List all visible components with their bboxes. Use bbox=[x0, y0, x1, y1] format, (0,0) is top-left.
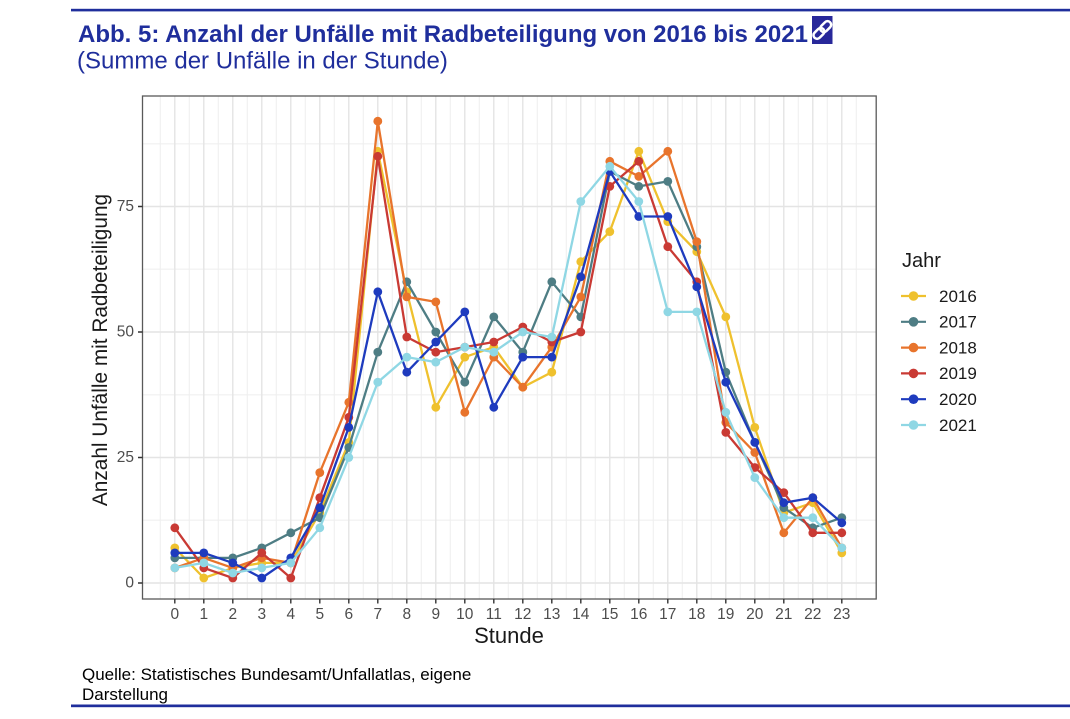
svg-text:19: 19 bbox=[717, 606, 734, 623]
svg-text:7: 7 bbox=[373, 606, 382, 623]
svg-text:21: 21 bbox=[775, 606, 792, 623]
svg-text:2019: 2019 bbox=[939, 364, 977, 383]
svg-text:5: 5 bbox=[315, 606, 324, 623]
svg-text:14: 14 bbox=[572, 606, 590, 623]
svg-text:20: 20 bbox=[746, 606, 764, 623]
svg-text:11: 11 bbox=[486, 606, 502, 623]
svg-text:13: 13 bbox=[543, 606, 560, 623]
svg-text:Stunde: Stunde bbox=[474, 623, 544, 648]
svg-text:6: 6 bbox=[344, 606, 353, 623]
svg-text:Jahr: Jahr bbox=[902, 250, 941, 272]
svg-text:75: 75 bbox=[117, 198, 134, 215]
svg-text:8: 8 bbox=[402, 606, 411, 623]
svg-text:15: 15 bbox=[601, 606, 618, 623]
svg-text:2020: 2020 bbox=[939, 390, 977, 409]
svg-text:17: 17 bbox=[659, 606, 676, 623]
svg-text:Quelle: Statistisches Bundesam: Quelle: Statistisches Bundesamt/Unfallat… bbox=[82, 665, 471, 684]
svg-text:1: 1 bbox=[199, 606, 208, 623]
svg-text:3: 3 bbox=[257, 606, 266, 623]
svg-text:(Summe der Unfälle in der Stun: (Summe der Unfälle in der Stunde) bbox=[77, 48, 448, 75]
svg-text:12: 12 bbox=[514, 606, 531, 623]
svg-text:4: 4 bbox=[286, 606, 295, 623]
svg-text:16: 16 bbox=[630, 606, 647, 623]
svg-text:10: 10 bbox=[456, 606, 474, 623]
svg-text:18: 18 bbox=[688, 606, 705, 623]
svg-text:23: 23 bbox=[833, 606, 850, 623]
svg-text:50: 50 bbox=[117, 324, 135, 341]
svg-text:9: 9 bbox=[431, 606, 440, 623]
svg-text:0: 0 bbox=[170, 606, 179, 623]
svg-text:2: 2 bbox=[228, 606, 237, 623]
svg-text:Darstellung: Darstellung bbox=[82, 685, 168, 704]
svg-text:Anzahl Unfälle mit Radbeteilig: Anzahl Unfälle mit Radbeteiligung bbox=[89, 194, 112, 506]
svg-text:25: 25 bbox=[117, 449, 134, 466]
svg-text:22: 22 bbox=[804, 606, 821, 623]
svg-text:2017: 2017 bbox=[939, 313, 977, 332]
svg-text:2018: 2018 bbox=[939, 338, 977, 357]
svg-text:Abb. 5: Anzahl der Unfälle mit: Abb. 5: Anzahl der Unfälle mit Radbeteil… bbox=[78, 21, 808, 48]
svg-text:0: 0 bbox=[125, 575, 134, 592]
svg-text:2016: 2016 bbox=[939, 287, 977, 306]
svg-text:2021: 2021 bbox=[939, 416, 977, 435]
